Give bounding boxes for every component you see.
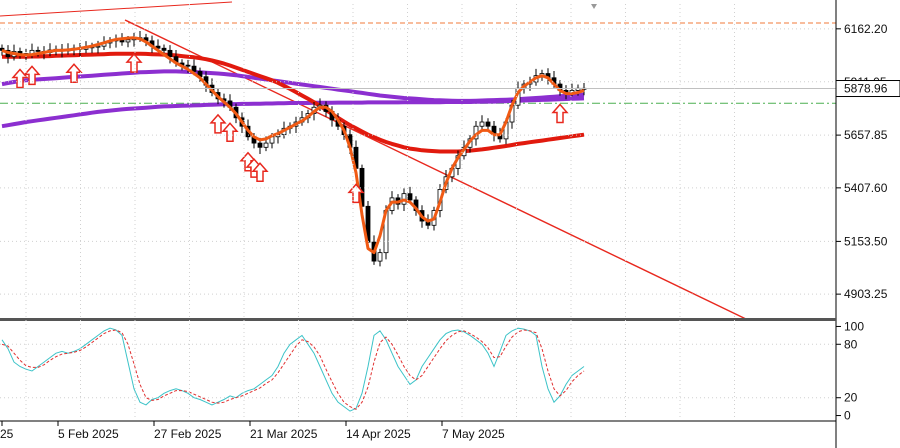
oscillator-signal-line <box>1 329 585 410</box>
up-arrow-signal <box>221 122 239 143</box>
candle-body <box>485 121 491 127</box>
downtrend-line <box>124 19 749 321</box>
time-tick-label: 7 May 2025 <box>442 427 505 441</box>
ma-slow-line <box>1 69 585 103</box>
up-arrow-signal <box>65 63 83 84</box>
price-tick-label: 5657.85 <box>844 128 888 142</box>
time-tick-label: 21 Mar 2025 <box>250 427 318 441</box>
candle-body <box>185 64 191 67</box>
ma-mid-line <box>2 51 585 154</box>
up-arrow-signal <box>209 113 227 134</box>
candle-body <box>125 39 131 43</box>
oscillator-tick-label: 100 <box>844 319 864 333</box>
up-arrow-signal <box>125 53 143 73</box>
shift-marker-icon <box>591 4 597 9</box>
price-tick-label: 5407.60 <box>844 181 888 195</box>
upper-trend-line <box>0 1 233 17</box>
oscillator-tick-label: 80 <box>844 337 858 351</box>
candle-body <box>167 49 173 58</box>
price-tick-label: 5153.50 <box>844 234 888 248</box>
candle-body <box>263 142 269 148</box>
candle-body <box>95 45 101 48</box>
price-tick-label: 6162.20 <box>844 22 888 36</box>
ma-long-line <box>1 96 585 129</box>
price-panel <box>0 1 836 321</box>
candle-body <box>377 252 383 262</box>
candle-body <box>161 47 167 51</box>
candle-body <box>0 47 5 51</box>
candle-body <box>257 142 263 148</box>
oscillator-tick-label: 0 <box>844 409 851 423</box>
time-tick-label: 5 Feb 2025 <box>58 427 119 441</box>
up-arrow-signal <box>251 162 269 183</box>
oscillator-tick-label: 20 <box>844 391 858 405</box>
time-tick-label: 25 <box>0 427 14 441</box>
current-price-label: 5878.96 <box>844 82 888 96</box>
candle-body <box>35 49 41 52</box>
ma-fast-line <box>1 36 585 255</box>
price-tick-label: 4903.25 <box>844 287 888 301</box>
up-arrow-signal <box>11 68 29 89</box>
up-arrow-signal <box>551 103 569 124</box>
oscillator-main-line <box>1 327 585 412</box>
candle-body <box>191 65 197 72</box>
current-price-box <box>835 80 900 98</box>
oscillator-panel <box>0 327 836 412</box>
up-arrow-signal <box>23 65 41 86</box>
candle-body <box>479 121 485 127</box>
time-tick-label: 14 Apr 2025 <box>346 427 411 441</box>
time-tick-label: 27 Feb 2025 <box>154 427 222 441</box>
candle-body <box>407 193 413 201</box>
